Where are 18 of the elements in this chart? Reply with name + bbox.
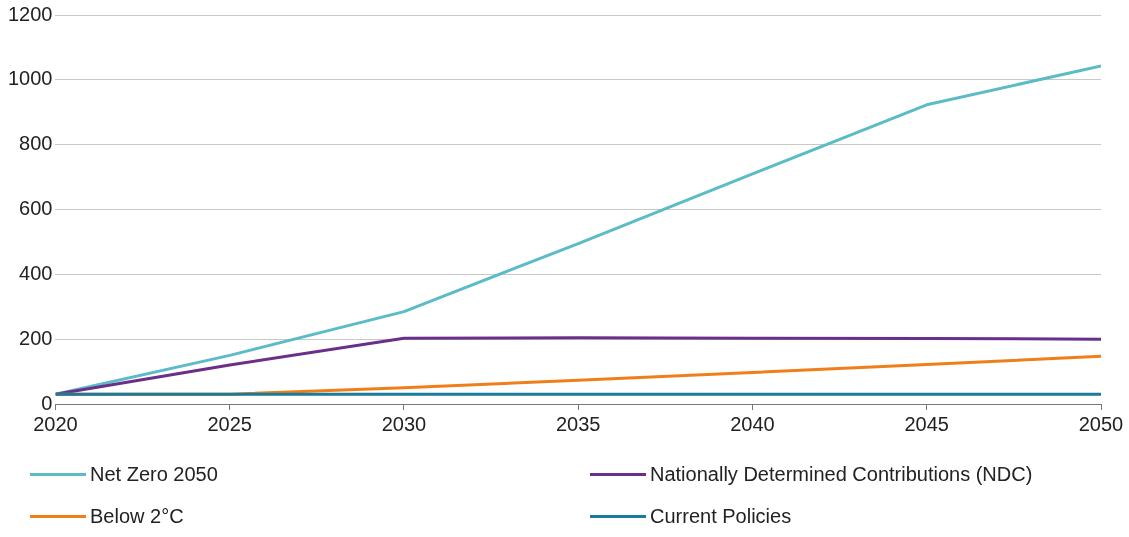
y-tick-label: 600 [19, 197, 53, 220]
y-tick-label: 1000 [7, 67, 53, 90]
legend-label: Net Zero 2050 [90, 462, 218, 486]
x-tick-label: 2040 [730, 412, 775, 435]
y-tick-label: 200 [19, 326, 53, 349]
legend-label: Current Policies [650, 504, 792, 528]
y-tick-label: 400 [19, 261, 53, 284]
x-tick-label: 2030 [381, 412, 427, 435]
legend-label: Nationally Determined Contributions (NDC) [650, 462, 1033, 486]
y-tick-label: 0 [41, 391, 53, 414]
x-tick-label: 2020 [33, 412, 78, 435]
x-tick-label: 2050 [1078, 412, 1124, 435]
x-tick-label: 2025 [207, 412, 252, 435]
x-tick-label: 2035 [556, 412, 601, 435]
y-tick-label: 800 [19, 132, 53, 155]
legend-label: Below 2°C [90, 504, 184, 528]
y-tick-label: 1200 [7, 2, 53, 25]
x-tick-label: 2045 [904, 412, 949, 435]
